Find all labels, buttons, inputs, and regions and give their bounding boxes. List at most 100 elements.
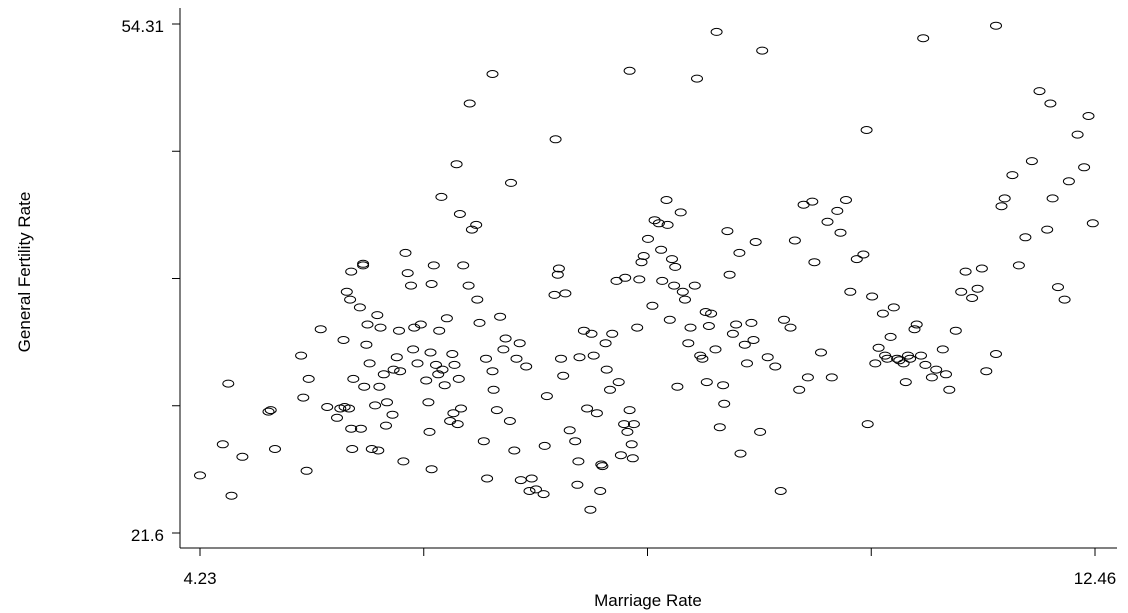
data-point	[1041, 225, 1054, 234]
data-point	[1019, 233, 1032, 242]
data-point	[503, 417, 516, 425]
data-point	[563, 426, 576, 435]
data-point	[908, 325, 921, 334]
data-point	[486, 367, 499, 376]
data-point	[414, 320, 427, 329]
data-point	[581, 404, 594, 413]
data-point	[549, 135, 562, 144]
data-point	[471, 295, 484, 304]
data-point	[337, 336, 350, 344]
y-tick-label-max: 54.31	[121, 17, 164, 36]
data-point	[377, 370, 390, 379]
data-point	[696, 354, 709, 363]
data-point	[621, 427, 634, 436]
data-point	[374, 323, 387, 332]
data-point	[684, 323, 697, 332]
data-point	[584, 505, 597, 514]
data-point	[490, 406, 503, 415]
data-points	[194, 21, 1099, 514]
data-point	[998, 194, 1011, 203]
data-point	[857, 250, 870, 259]
data-point	[505, 178, 517, 187]
data-point	[801, 373, 814, 382]
data-point	[635, 258, 648, 267]
data-point	[514, 476, 527, 485]
data-point	[425, 280, 438, 288]
data-point	[623, 406, 636, 415]
data-point	[726, 329, 739, 338]
data-point	[668, 281, 681, 290]
data-point	[331, 413, 343, 422]
data-point	[637, 252, 650, 260]
data-point	[881, 354, 894, 363]
data-point	[530, 485, 542, 494]
data-point	[452, 374, 465, 383]
data-point	[990, 21, 1002, 30]
data-point	[738, 340, 751, 349]
data-point	[625, 440, 638, 449]
data-point	[345, 267, 358, 276]
data-point	[709, 345, 722, 354]
data-point	[587, 351, 600, 360]
data-point	[618, 420, 631, 429]
data-point	[959, 267, 972, 276]
data-point	[571, 480, 584, 489]
data-point	[834, 228, 847, 237]
data-point	[590, 409, 603, 418]
data-point	[510, 354, 523, 363]
axis-ticks	[172, 23, 1096, 556]
data-point	[432, 370, 445, 379]
data-point	[642, 234, 654, 243]
data-point	[656, 276, 669, 285]
data-point	[371, 311, 384, 320]
data-point	[1033, 87, 1046, 96]
x-tick-label-min: 4.23	[183, 569, 216, 588]
data-point	[705, 309, 718, 318]
data-point	[338, 403, 351, 411]
data-point	[1078, 163, 1091, 172]
data-point	[930, 365, 943, 374]
data-point	[761, 353, 774, 362]
data-point	[897, 359, 910, 368]
data-point	[302, 374, 315, 383]
data-point	[887, 303, 900, 312]
data-point	[457, 261, 470, 270]
data-point	[390, 353, 403, 362]
data-point	[513, 339, 526, 348]
data-point	[453, 210, 466, 218]
data-point	[508, 446, 521, 455]
data-point	[465, 225, 478, 234]
data-point	[815, 348, 827, 357]
data-point	[424, 348, 437, 357]
data-point	[679, 295, 691, 304]
data-point	[594, 487, 607, 495]
data-point	[784, 323, 797, 332]
data-point	[652, 219, 665, 228]
data-point	[595, 460, 608, 469]
data-point	[975, 264, 988, 273]
data-point	[540, 392, 553, 401]
data-point	[671, 382, 684, 391]
data-point	[730, 320, 743, 329]
data-point	[420, 376, 433, 385]
x-axis-title: Marriage Rate	[594, 591, 702, 610]
data-point	[353, 303, 366, 312]
data-point	[435, 192, 448, 201]
data-point	[354, 424, 367, 433]
data-point	[225, 491, 238, 500]
data-point	[721, 227, 734, 236]
data-point	[884, 332, 897, 341]
data-point	[216, 440, 229, 449]
data-point	[297, 393, 310, 402]
data-point	[321, 403, 334, 411]
data-point	[966, 294, 979, 302]
data-point	[631, 323, 644, 332]
data-point	[676, 287, 689, 296]
data-point	[427, 261, 440, 270]
data-point	[194, 471, 206, 480]
data-point	[447, 409, 460, 418]
data-point	[936, 345, 949, 354]
data-point	[438, 381, 451, 390]
data-point	[866, 292, 879, 301]
